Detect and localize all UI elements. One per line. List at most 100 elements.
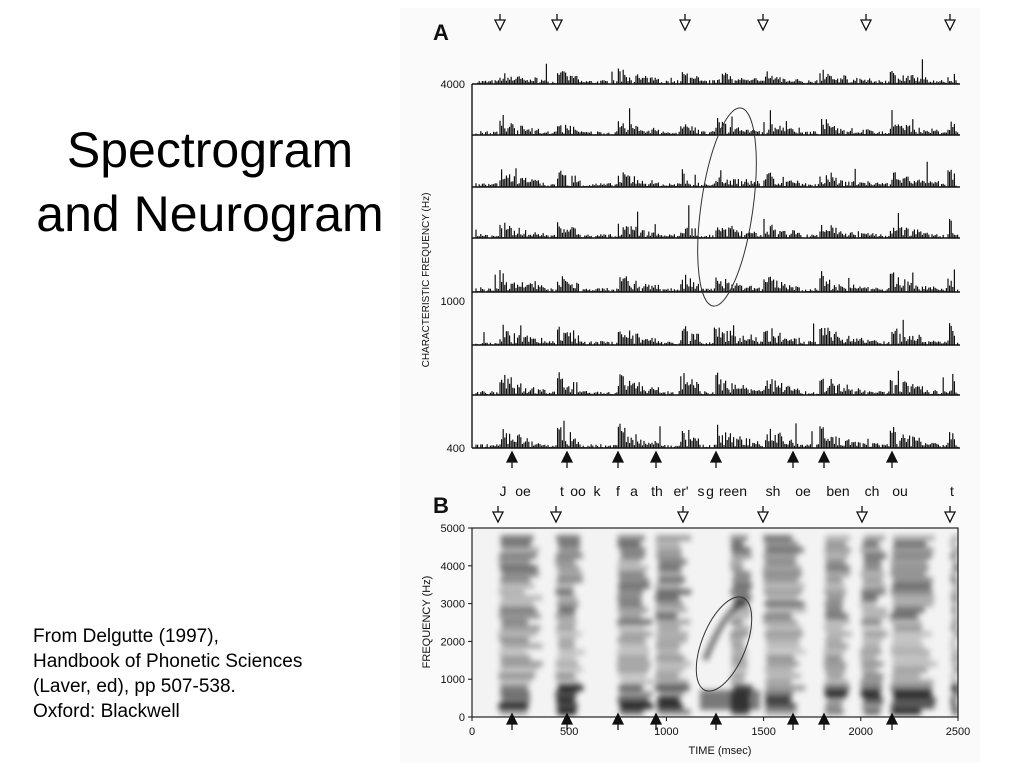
energy-patch [655, 643, 681, 649]
energy-patch [658, 571, 682, 577]
energy-patch [618, 583, 650, 589]
energy-patch [892, 535, 935, 541]
energy-patch [860, 601, 877, 607]
energy-patch [862, 643, 881, 649]
energy-patch [863, 559, 882, 565]
energy-patch [558, 607, 576, 613]
energy-patch [823, 649, 845, 655]
energy-patch [764, 691, 793, 697]
y-tick-label: 4000 [441, 79, 465, 91]
energy-patch [620, 709, 644, 715]
y-tick-label: 400 [447, 443, 465, 455]
energy-patch [890, 649, 930, 655]
energy-patch [656, 661, 692, 667]
energy-patch [891, 679, 934, 685]
onset-arrow [549, 506, 563, 524]
energy-patch [656, 631, 689, 637]
energy-patch [766, 661, 800, 667]
energy-patch [620, 679, 656, 685]
energy-patch [763, 571, 802, 577]
energy-patch [558, 595, 577, 601]
energy-patch [556, 577, 583, 583]
energy-patch [890, 589, 933, 595]
energy-patch [952, 661, 958, 667]
energy-patch [862, 673, 884, 679]
energy-patch [765, 709, 796, 715]
energy-patch [860, 691, 881, 697]
phoneme-label: th [651, 483, 663, 499]
onset-arrow [756, 506, 770, 524]
energy-patch [860, 547, 883, 553]
energy-patch [731, 547, 751, 553]
energy-patch [950, 697, 956, 703]
energy-patch [557, 685, 584, 691]
energy-patch [951, 589, 958, 595]
onset-arrow [859, 14, 873, 32]
energy-patch [731, 649, 748, 655]
energy-patch [556, 583, 574, 589]
energy-patch [555, 673, 575, 679]
energy-patch [617, 697, 649, 703]
onset-arrow [611, 450, 625, 468]
energy-patch [952, 613, 958, 619]
energy-patch [950, 643, 957, 649]
energy-patch [557, 709, 577, 715]
energy-patch [617, 625, 645, 631]
energy-patch [825, 637, 843, 643]
energy-patch [501, 595, 543, 601]
energy-patch [500, 583, 535, 589]
energy-patch [655, 655, 685, 661]
energy-patch [892, 661, 937, 667]
energy-patch [862, 607, 887, 613]
spike-histogram [475, 269, 959, 292]
onset-arrow [885, 712, 899, 730]
energy-patch [617, 565, 649, 571]
energy-patch [891, 703, 935, 709]
energy-patch [952, 649, 958, 655]
energy-patch [656, 553, 682, 559]
energy-patch [655, 595, 680, 601]
energy-patch [890, 685, 933, 691]
energy-patch [499, 709, 528, 715]
energy-patch [731, 643, 744, 649]
energy-patch [860, 655, 877, 661]
energy-patch [951, 685, 958, 691]
phoneme-label: g [706, 483, 714, 499]
energy-patch [501, 547, 539, 553]
citation: From Delgutte (1997), Handbook of Phonet… [33, 624, 302, 724]
energy-patch [950, 625, 957, 631]
energy-patch [825, 643, 849, 649]
energy-patch [500, 691, 530, 697]
energy-patch [863, 553, 887, 559]
energy-patch [951, 679, 958, 685]
energy-patch [891, 673, 921, 679]
energy-patch [555, 589, 574, 595]
y-tick-label: 1000 [441, 674, 465, 686]
energy-patch [763, 583, 805, 589]
energy-patch [863, 535, 885, 541]
energy-patch [658, 565, 682, 571]
energy-patch [765, 685, 806, 691]
highlight-ellipse [695, 596, 753, 692]
onset-arrow [676, 506, 690, 524]
onset-arrow [709, 712, 723, 730]
phoneme-label: oe [515, 483, 531, 499]
energy-patch [892, 601, 934, 607]
energy-patch [951, 607, 957, 613]
energy-patch [953, 667, 958, 673]
energy-patch [892, 637, 922, 643]
phoneme-label: t [560, 483, 564, 499]
energy-patch [951, 637, 957, 643]
energy-patch [556, 697, 575, 703]
energy-patch [891, 559, 928, 565]
energy-patch [863, 631, 888, 637]
energy-patch [656, 619, 691, 625]
energy-patch [656, 535, 691, 541]
energy-patch [893, 607, 925, 613]
energy-patch [730, 631, 749, 637]
energy-patch [825, 535, 851, 541]
energy-patch [824, 667, 846, 673]
energy-patch [860, 649, 882, 655]
